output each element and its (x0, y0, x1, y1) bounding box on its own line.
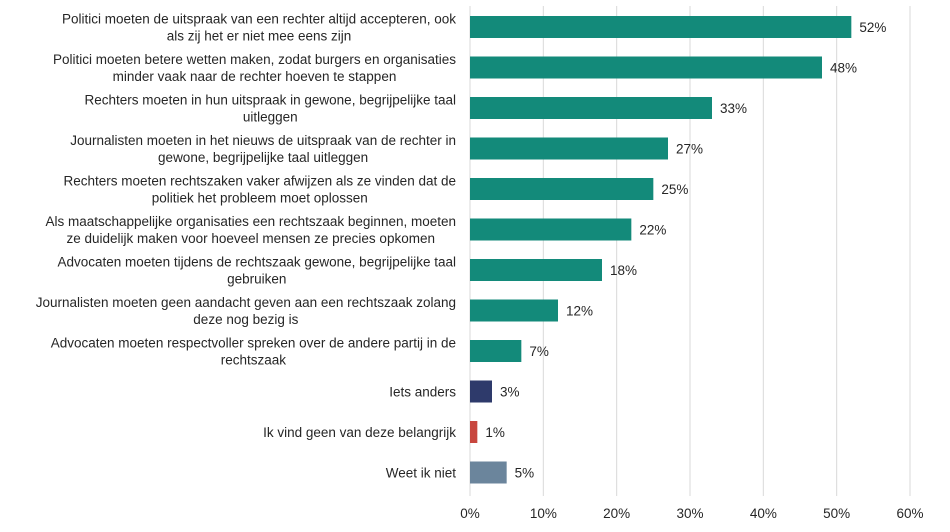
category-label-line: Ik vind geen van deze belangrijk (263, 425, 456, 440)
category-label-line: uitleggen (243, 110, 298, 125)
x-tick-label: 60% (896, 506, 923, 521)
category-label-line: Politici moeten betere wetten maken, zod… (53, 52, 456, 67)
category-label-line: Advocaten moeten tijdens de rechtszaak g… (58, 255, 457, 270)
bar (470, 97, 712, 119)
category-label: Rechters moeten in hun uitspraak in gewo… (85, 93, 456, 125)
bar (470, 218, 632, 241)
data-label: 48% (830, 61, 857, 76)
data-labels: 52% 48% 33% 27% 25% 22% 18% 12% 7% 3% 1% 5% (485, 20, 886, 481)
category-label-line: Journalisten moeten in het nieuws de uit… (70, 133, 456, 148)
bar (470, 259, 602, 281)
category-label: Politici moeten betere wetten maken, zod… (53, 52, 456, 84)
category-label-line: Journalisten moeten geen aandacht geven … (36, 295, 456, 310)
category-label-line: minder vaak naar de rechter hoeven te st… (113, 69, 397, 84)
bar (470, 137, 668, 160)
bar (470, 340, 522, 362)
category-label-line: gewone, begrijpelijke taal uitleggen (158, 150, 368, 165)
data-label: 22% (639, 223, 666, 238)
data-label: 25% (661, 182, 688, 197)
category-label-line: Als maatschappelijke organisaties een re… (46, 214, 457, 229)
category-label-line: Advocaten moeten respectvoller spreken o… (51, 336, 456, 351)
category-label-line: ze duidelijk maken voor hoeveel mensen z… (67, 231, 435, 246)
category-label: Ik vind geen van deze belangrijk (263, 425, 456, 440)
data-label: 27% (676, 142, 703, 157)
bar (470, 421, 478, 443)
category-label-line: Iets anders (389, 385, 456, 400)
category-label: Politici moeten de uitspraak van een rec… (62, 12, 456, 44)
data-label: 12% (566, 304, 593, 319)
category-label: Advocaten moeten respectvoller spreken o… (51, 336, 456, 368)
bar (470, 56, 822, 79)
category-label: Weet ik niet (386, 466, 457, 481)
category-label-line: Politici moeten de uitspraak van een rec… (62, 12, 456, 27)
category-labels: Politici moeten de uitspraak van een rec… (36, 12, 457, 481)
x-tick-label: 40% (750, 506, 777, 521)
category-label-line: Rechters moeten rechtszaken vaker afwijz… (64, 174, 456, 189)
data-label: 7% (529, 344, 549, 359)
category-label-line: Weet ik niet (386, 466, 457, 481)
x-tick-label: 0% (460, 506, 480, 521)
bars (470, 16, 852, 484)
bar (470, 178, 654, 200)
gridlines (469, 6, 911, 496)
data-label: 5% (515, 466, 535, 481)
bar (470, 299, 558, 322)
category-label: Journalisten moeten in het nieuws de uit… (70, 133, 456, 165)
category-label: Als maatschappelijke organisaties een re… (46, 214, 457, 246)
category-label-line: deze nog bezig is (193, 312, 298, 327)
data-label: 33% (720, 101, 747, 116)
x-tick-label: 20% (603, 506, 630, 521)
category-label-line: politiek het probleem moet oplossen (152, 191, 368, 206)
bar (470, 16, 852, 38)
category-label: Rechters moeten rechtszaken vaker afwijz… (64, 174, 456, 206)
category-label: Iets anders (389, 385, 456, 400)
category-label: Advocaten moeten tijdens de rechtszaak g… (58, 255, 457, 287)
x-tick-label: 30% (676, 506, 703, 521)
bar (470, 380, 492, 403)
category-label-line: Rechters moeten in hun uitspraak in gewo… (85, 93, 456, 108)
category-label-line: rechtszaak (221, 353, 287, 368)
data-label: 3% (500, 385, 520, 400)
category-label-line: gebruiken (227, 272, 286, 287)
data-label: 52% (859, 20, 886, 35)
x-tick-label: 50% (823, 506, 850, 521)
data-label: 1% (485, 425, 505, 440)
category-label: Journalisten moeten geen aandacht geven … (36, 295, 456, 327)
data-label: 18% (610, 263, 637, 278)
x-axis-tick-labels: 0% 10% 20% 30% 40% 50% 60% (460, 506, 923, 521)
x-tick-label: 10% (530, 506, 557, 521)
bar (470, 461, 507, 484)
category-label-line: als zij het er niet mee eens zijn (167, 29, 352, 44)
